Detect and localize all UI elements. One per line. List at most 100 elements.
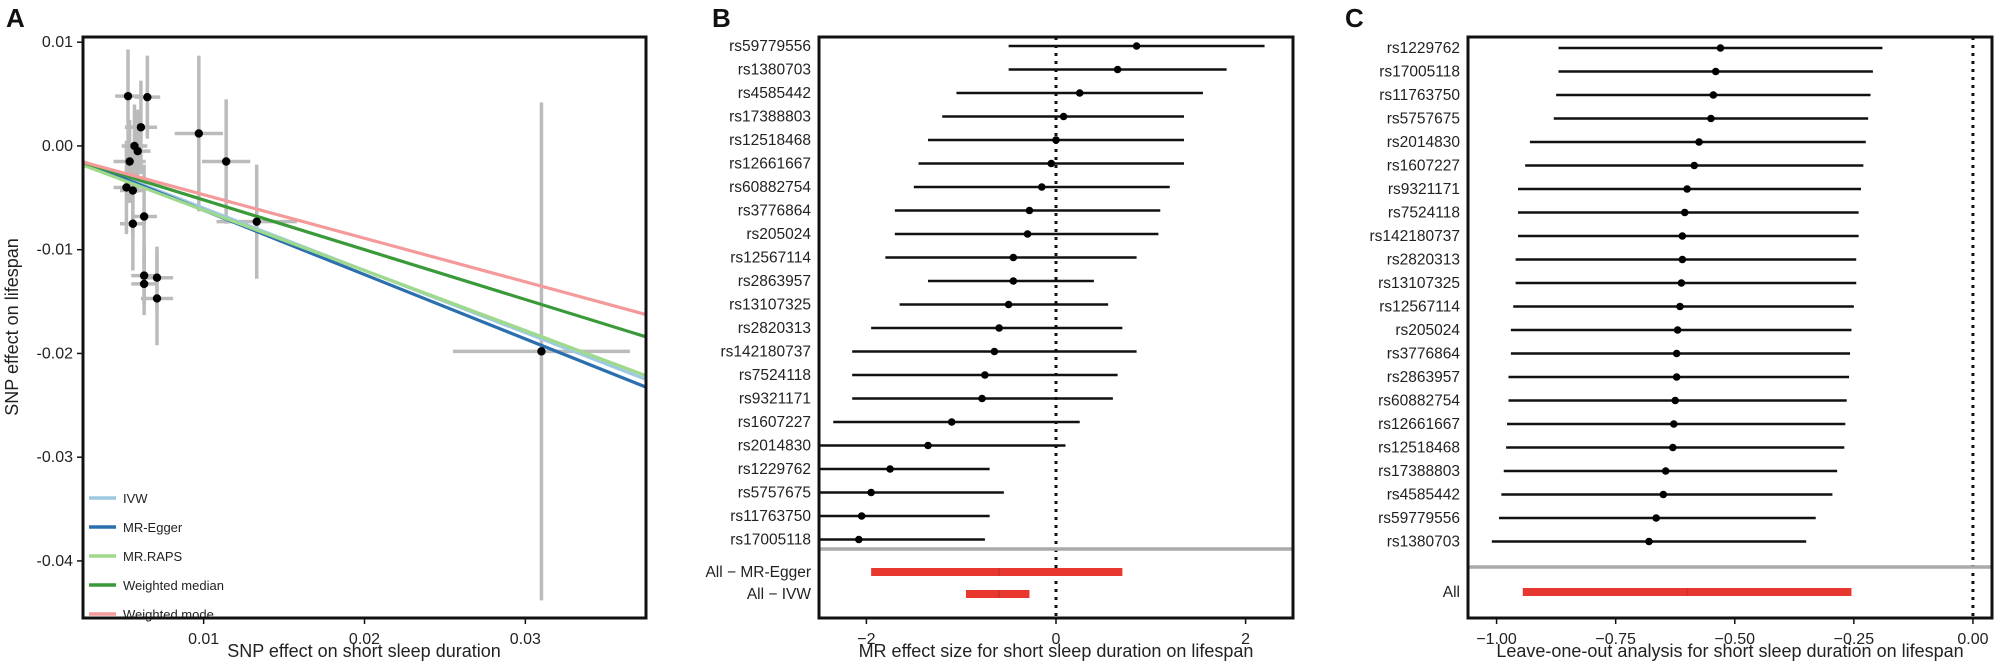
snp-label: rs17388803	[729, 109, 811, 126]
estimate-point	[1676, 302, 1684, 311]
panel-a-plot: 0.01 0.02 0.03 0.01 0.00 -0.01 -0.02 -0.03 -0.04…	[37, 34, 646, 648]
scatter-point	[139, 271, 149, 280]
summary-label: All	[1443, 584, 1460, 601]
estimate-point	[855, 535, 863, 544]
regression-line	[83, 163, 646, 378]
estimate-point	[1672, 349, 1681, 358]
estimate-point	[1004, 300, 1013, 309]
panel-a-xlabel: SNP effect on short sleep duration	[227, 641, 501, 661]
x-tick-label: −0.50	[1715, 631, 1756, 648]
scatter-point	[194, 129, 204, 138]
panel-c-xlabel: Leave-one-out analysis for short sleep d…	[1496, 641, 1963, 661]
panel-a: A 0.01 0.02 0.03 0.01 0.00 -0.01 -0.02 -0.03 -0.…	[2, 3, 648, 661]
scatter-point	[139, 279, 149, 289]
snp-label: rs12567114	[730, 250, 811, 267]
snp-label: rs13107325	[729, 297, 811, 314]
panel-b: B rs59779556 rs1380703 rs4585442 rs17388803…	[705, 3, 1295, 661]
scatter-point	[252, 217, 261, 226]
forest-marks	[819, 37, 1293, 618]
snp-label: rs13107325	[1378, 275, 1460, 292]
x-tick-label: 0.03	[510, 631, 541, 648]
snp-label: rs17005118	[1379, 64, 1460, 81]
snp-label: rs12518468	[1378, 440, 1460, 457]
snp-label: rs1229762	[1387, 40, 1460, 57]
estimate-point	[1009, 277, 1018, 285]
snp-label: rs2014830	[1387, 134, 1461, 151]
estimate-point	[1659, 490, 1668, 499]
scatter-point	[152, 273, 162, 282]
snp-label: rs4585442	[738, 85, 811, 102]
estimate-point	[1047, 159, 1056, 168]
scatter-point	[139, 212, 149, 221]
legend-label: IVW	[123, 491, 148, 506]
snp-label: rs12518468	[729, 132, 811, 149]
snp-label: rs2014830	[738, 438, 812, 455]
estimate-point	[1645, 537, 1653, 546]
snp-label: rs2863957	[738, 273, 811, 290]
estimate-point	[947, 418, 956, 426]
panel-b-plot: rs59779556 rs1380703 rs4585442 rs17388803 rs…	[705, 37, 1293, 648]
panel-b-xlabel: MR effect size for short sleep duration …	[859, 641, 1254, 661]
snp-label: rs1380703	[738, 62, 811, 79]
estimate-point	[1672, 373, 1681, 381]
estimate-point	[924, 441, 932, 450]
x-tick-label: 0.00	[1957, 631, 1988, 648]
estimate-point	[995, 324, 1003, 332]
snp-label: rs12661667	[729, 156, 811, 173]
estimate-point	[1652, 514, 1660, 522]
snp-label: rs7524118	[1388, 205, 1460, 222]
scatter-point	[128, 219, 138, 228]
x-tick-label: −0.25	[1834, 631, 1875, 648]
panel-a-frame	[81, 35, 648, 620]
estimate-point	[1009, 253, 1018, 262]
estimate-point	[857, 512, 866, 520]
snp-label: rs5757675	[1387, 111, 1460, 128]
scatter-point	[537, 347, 546, 356]
estimate-point	[1695, 138, 1703, 146]
estimate-point	[1669, 420, 1678, 428]
y-tick-label: -0.04	[37, 553, 74, 570]
estimate-point	[1037, 183, 1046, 191]
estimate-point	[1678, 255, 1687, 264]
snp-label: rs205024	[1395, 322, 1460, 339]
snp-label: rs17388803	[1378, 463, 1460, 480]
estimate-point	[1671, 396, 1680, 405]
snp-label: rs17005118	[730, 532, 811, 549]
snp-label: rs7524118	[739, 367, 811, 384]
regression-line	[83, 160, 646, 317]
x-tick-label: −0.75	[1595, 631, 1636, 648]
snp-label: rs11763750	[730, 508, 811, 525]
legend-label: Weighted mode	[123, 607, 214, 622]
snp-label: rs142180737	[1370, 228, 1461, 245]
estimate-point	[1709, 91, 1718, 99]
estimate-point	[978, 394, 986, 403]
scatter-point	[122, 183, 131, 192]
estimate-point	[1661, 467, 1670, 475]
snp-label: rs2863957	[1387, 369, 1460, 386]
summary-label: All − IVW	[747, 586, 812, 603]
panel-c-plot: rs1229762 rs17005118 rs11763750 rs5757675 rs…	[1370, 37, 1992, 648]
x-tick-label: 0	[1052, 631, 1061, 648]
snp-label: rs12661667	[1378, 416, 1460, 433]
estimate-point	[1678, 232, 1687, 240]
snp-label: rs1229762	[738, 461, 811, 478]
snp-label: rs9321171	[1388, 181, 1460, 198]
scatter-point	[125, 157, 134, 166]
snp-label: rs59779556	[729, 38, 811, 55]
snp-label: rs60882754	[1378, 393, 1460, 410]
estimate-point	[1673, 326, 1682, 334]
snp-label: rs12567114	[1379, 299, 1460, 316]
estimate-point	[1075, 89, 1084, 97]
snp-label: rs3776864	[1387, 346, 1461, 363]
estimate-point	[1683, 185, 1691, 193]
estimate-point	[1680, 208, 1689, 217]
estimate-point	[1113, 65, 1122, 74]
panel-c: C rs1229762 rs17005118 rs11763750 rs5757675…	[1345, 3, 1994, 661]
regression-line	[83, 161, 646, 339]
scatter-point	[133, 146, 142, 156]
snp-label: rs2820313	[1387, 252, 1460, 269]
summary-bar	[871, 568, 1123, 576]
scatter-point	[221, 157, 231, 166]
snp-label: rs9321171	[739, 391, 811, 408]
error-bars	[113, 49, 630, 601]
